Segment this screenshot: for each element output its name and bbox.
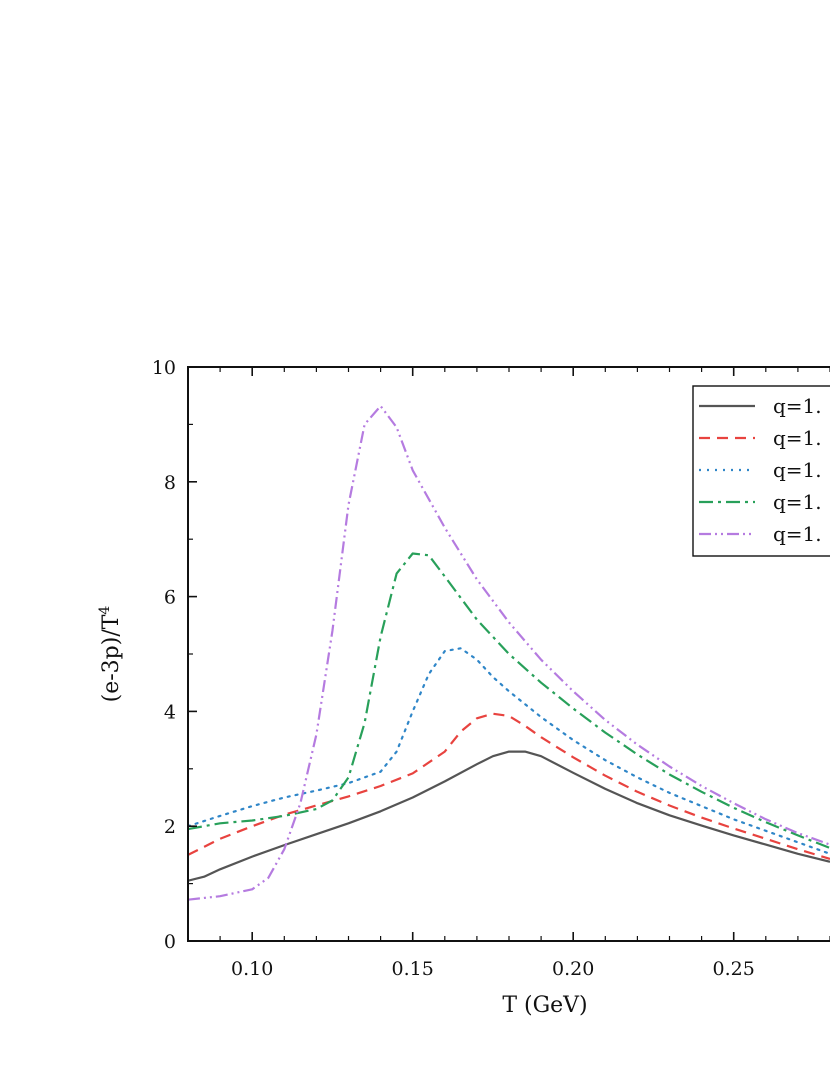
x-tick-label: 0.20 [552, 958, 594, 980]
series-line-1 [188, 750, 830, 882]
y-axis-title-main: (e-3p)/T [99, 614, 124, 702]
x-tick-label: 0.25 [713, 958, 755, 980]
legend: q=1. q=1. q=1. q=1. q=1. [692, 385, 830, 557]
legend-label: q=1. [773, 426, 822, 450]
series-line-5 [188, 404, 830, 901]
series-layer [188, 404, 830, 901]
legend-label: q=1. [773, 394, 822, 418]
legend-label: q=1. [773, 522, 822, 546]
series-line-4 [188, 552, 830, 850]
legend-label: q=1. [773, 490, 822, 514]
y-tick-label: 4 [164, 701, 176, 723]
y-tick-label: 2 [164, 816, 176, 838]
y-tick-label: 8 [164, 472, 176, 494]
y-axis-title: (e-3p)/T4 [97, 606, 124, 703]
series-line-2 [188, 712, 830, 860]
x-tick-label: 0.10 [231, 958, 273, 980]
y-tick-label: 0 [164, 931, 176, 953]
y-tick-label: 6 [164, 587, 176, 609]
x-tick-label: 0.15 [392, 958, 434, 980]
y-axis-title-sup: 4 [97, 606, 113, 615]
legend-label: q=1. [773, 458, 822, 482]
ticks-layer: 0.10 0.15 0.20 0.25 0 2 4 6 8 10 [152, 357, 830, 980]
y-tick-label: 10 [152, 357, 176, 379]
x-axis-title: T (GeV) [502, 993, 587, 1018]
